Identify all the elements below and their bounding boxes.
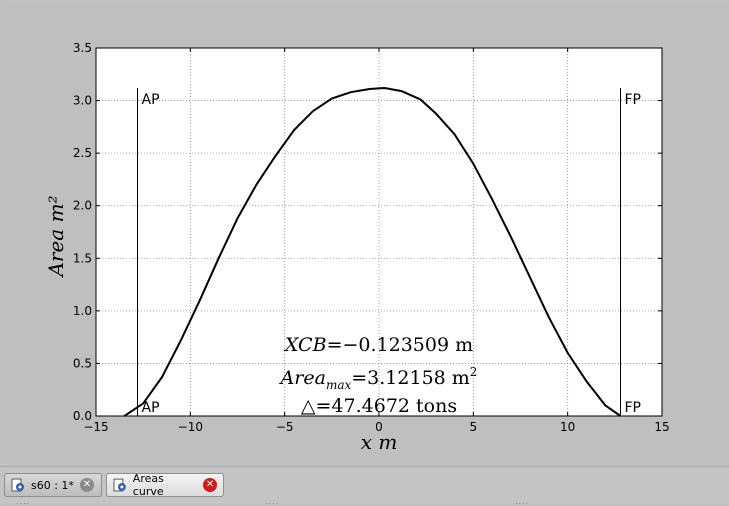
areas-chart: AP AP FP FP −15 −10 −5 0 5 10 15 0.0 0.5 1.0 1.5 2.0 2.… [44,41,670,454]
area-max-text: Areamax=3.12158 m2 [279,365,478,392]
displacement-text: △=47.4672 tons [301,395,457,417]
ap-label-bottom: AP [142,400,160,416]
x-tick-label: 10 [560,420,575,434]
y-tick-label: 1.0 [73,304,92,318]
y-axis-label: Area m² [44,195,68,278]
fp-label-top: FP [624,92,641,108]
axis-ticks: −15 −10 −5 0 5 10 15 0.0 0.5 1.0 1.5 2.0 2.5 3.0 3.5 [73,41,670,434]
y-tick-label: 3.0 [73,94,92,108]
x-tick-label: 15 [654,420,669,434]
tab-label: Areas curve [132,472,164,498]
gear-document-icon [113,478,126,492]
close-icon[interactable]: ✕ [79,478,94,492]
close-icon[interactable]: ✕ [203,478,217,492]
x-axis-label: x m [361,430,398,454]
resize-grip[interactable]: .... [16,497,31,506]
area-curve-line [123,86,622,417]
x-tick-label: 0 [375,420,383,434]
y-tick-label: 0.0 [73,409,92,423]
y-tick-label: 2.5 [73,146,92,160]
resize-grip[interactable]: .... [515,497,530,506]
xcb-text: XCB=−0.123509 m [283,334,473,356]
tab-label: s60 : 1* [31,478,74,492]
perpendicular-markers: AP AP FP FP [137,87,641,416]
info-box: XCB=−0.123509 m Areamax=3.12158 m2 △=47.… [279,334,478,417]
y-tick-label: 0.5 [73,356,92,370]
x-tick-label: −5 [276,420,294,434]
y-tick-label: 3.5 [73,41,92,55]
tab-s60[interactable]: s60 : 1* ✕ [4,473,102,497]
tab-bar: s60 : 1* ✕ Areas curve ✕ .... .... .... [0,466,729,506]
grid [96,48,662,416]
resize-grip[interactable]: .... [265,497,280,506]
y-tick-label: 2.0 [73,199,92,213]
ap-label-top: AP [142,92,160,108]
fp-label-bottom: FP [624,400,641,416]
x-tick-label: −15 [83,420,108,434]
x-tick-label: 5 [470,420,478,434]
x-tick-label: −10 [178,420,203,434]
gear-document-icon [11,478,24,492]
tab-areas-curve[interactable]: Areas curve ✕ [106,472,224,498]
y-tick-label: 1.5 [73,251,92,265]
plot-window: AP AP FP FP −15 −10 −5 0 5 10 15 0.0 0.5 1.0 1.5 2.0 2.… [8,4,729,466]
